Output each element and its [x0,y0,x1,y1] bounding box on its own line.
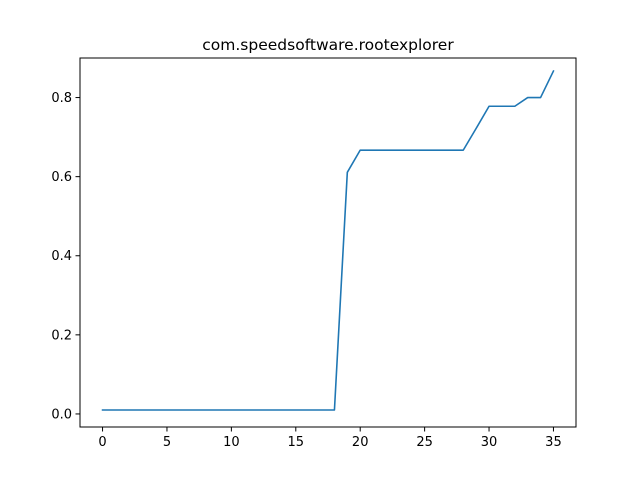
chart-title: com.speedsoftware.rootexplorer [202,36,454,54]
axes-frame [79,57,577,428]
series-line-0 [101,69,555,411]
x-tick-label: 35 [545,435,562,450]
x-tick-label: 0 [98,435,106,450]
x-tick-label: 15 [288,435,305,450]
y-tick-label: 0.4 [51,249,72,264]
x-axis: 0 5 10 15 20 25 30 35 [98,427,562,450]
x-tick-label: 20 [352,435,369,450]
plot-area [101,69,555,411]
y-tick-label: 0.2 [51,328,72,343]
y-tick-label: 0.8 [51,91,72,106]
x-tick-label: 30 [481,435,498,450]
x-tick-label: 25 [416,435,433,450]
y-tick-label: 0.6 [51,170,72,185]
y-tick-label: 0.0 [51,407,72,422]
y-axis: 0.0 0.2 0.4 0.6 0.8 [51,91,80,422]
x-tick-label: 5 [163,435,171,450]
x-tick-label: 10 [223,435,240,450]
